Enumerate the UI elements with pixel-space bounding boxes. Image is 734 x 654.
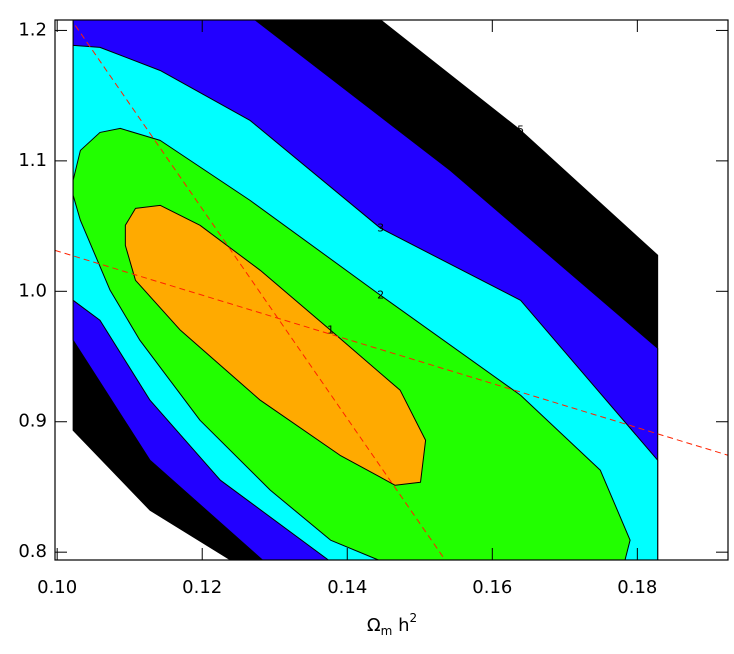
x-title-sub: m: [381, 624, 393, 638]
contour-label: 2: [377, 288, 384, 301]
x-tick-label: 0.12: [182, 577, 222, 598]
y-tick-label: 1.2: [18, 19, 47, 40]
x-title-sup: 2: [409, 611, 417, 625]
x-tick-label: 0.18: [617, 577, 657, 598]
contour-region: [124, 204, 427, 486]
x-title-base: Ω: [367, 615, 381, 636]
y-tick-label: 0.8: [18, 541, 47, 562]
x-title-mid: h: [392, 615, 409, 636]
x-axis-title: Ωm h2: [367, 611, 417, 638]
y-tick-label: 1.0: [18, 280, 47, 301]
x-tick-label: 0.14: [327, 577, 367, 598]
x-tick-label: 0.16: [472, 577, 512, 598]
plot-frame: [54, 19, 729, 561]
y-tick-label: 1.1: [18, 150, 47, 171]
y-tick-label: 0.9: [18, 411, 47, 432]
dashed-line: [54, 249, 729, 456]
contour-label: 1: [327, 323, 334, 336]
contour-label: 5: [517, 123, 524, 136]
x-tick-label: 0.10: [37, 577, 77, 598]
contour-label: 3: [377, 221, 384, 234]
dashed-line: [74, 25, 446, 561]
